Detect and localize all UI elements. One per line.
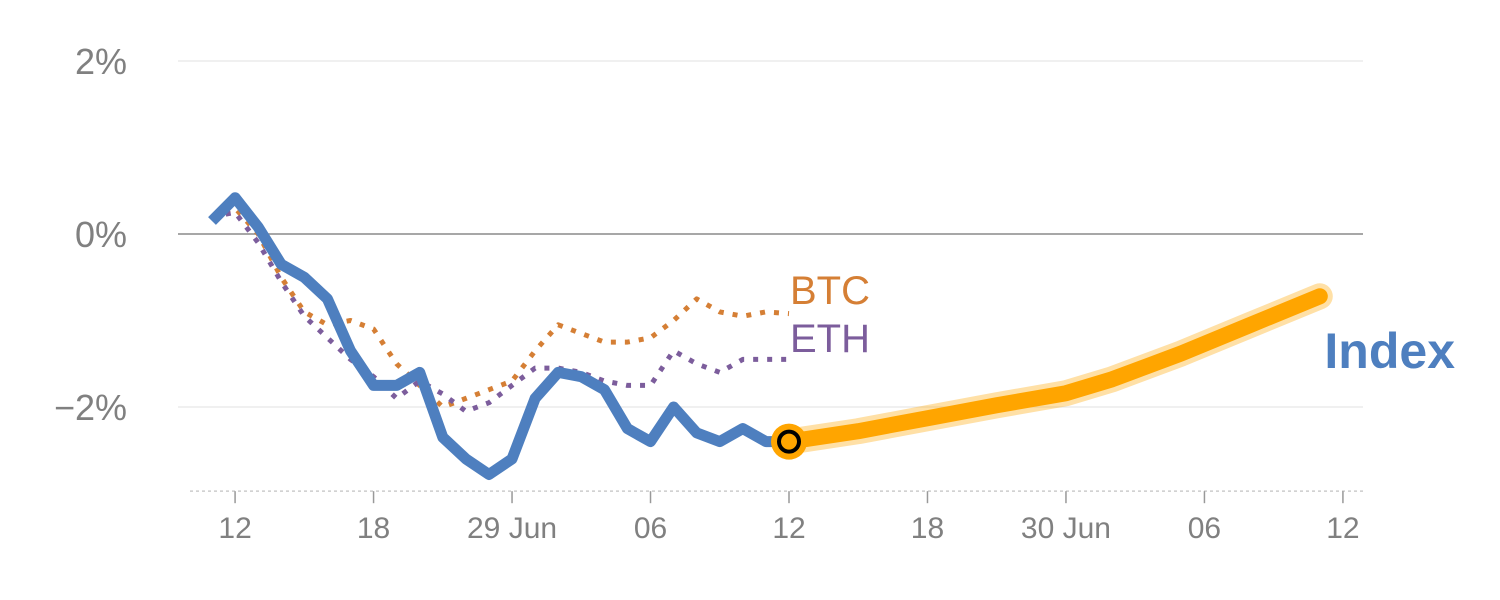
x-tick-label: 18 (357, 512, 390, 545)
x-tick-label: 30 Jun (1021, 512, 1111, 545)
x-tick-label: 12 (1326, 512, 1359, 545)
marker-layer (771, 423, 807, 460)
series-label-index: Index (1324, 323, 1455, 379)
x-axis: 12 18 29 Jun 06 12 18 30 Jun 06 12 (190, 490, 1363, 545)
grid-layer (178, 60, 1363, 408)
series-line-index (208, 192, 789, 480)
x-tick-label: 12 (218, 512, 251, 545)
y-tick-label: −2% (54, 387, 127, 428)
x-tick-label: 12 (772, 512, 805, 545)
y-axis: 2% 0% −2% (54, 41, 127, 428)
series-line-eth (211, 209, 789, 414)
x-tick-label: 18 (911, 512, 944, 545)
x-tick-label: 29 Jun (467, 512, 557, 545)
forecast-start-marker (777, 429, 801, 454)
x-tick-label: 06 (634, 512, 667, 545)
series-label-btc: BTC (790, 269, 870, 313)
y-tick-label: 2% (75, 41, 127, 82)
series-line-index-forecast (781, 288, 1328, 450)
y-tick-label: 0% (75, 214, 127, 255)
series-label-eth: ETH (790, 317, 870, 361)
series-layer (208, 192, 1333, 480)
x-tick-label: 06 (1188, 512, 1221, 545)
series-line-btc (211, 205, 790, 410)
